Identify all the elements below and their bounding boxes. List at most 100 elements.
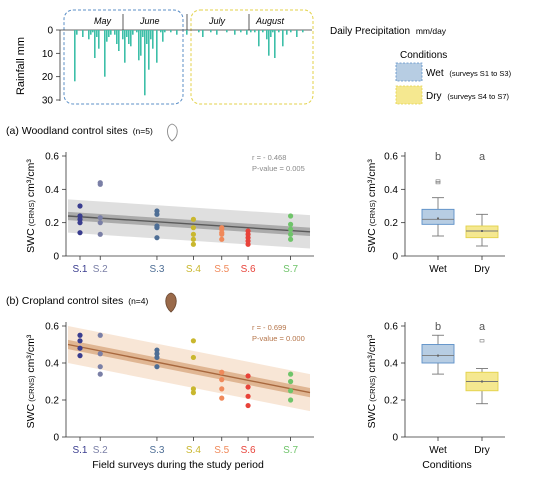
data-point [97, 220, 103, 226]
y-tick-label: 0.4 [384, 185, 398, 196]
precip-bar [104, 30, 106, 77]
data-point [219, 386, 225, 392]
precip-bar [98, 30, 100, 49]
regression-line [67, 343, 311, 394]
y-axis-label: SWC (CRNS) cm³/cm³ [366, 159, 378, 253]
data-point [190, 231, 196, 237]
precip-bar [92, 30, 94, 33]
precip-bar [116, 30, 118, 44]
precip-bar [150, 30, 152, 40]
y-axis-label: SWC (CRNS) cm³/cm³ [25, 159, 37, 253]
data-point [154, 235, 160, 241]
woodland-box-chart: 0 0.2 0.4 0.6 b Wet a Dry SWC (CRNS) cm³/cm³ [366, 151, 505, 275]
p-value-label: P-value = 0.005 [252, 164, 305, 173]
x-tick-label: S.5 [214, 445, 229, 456]
panel-b-title-text: (b) Cropland control sites [6, 295, 123, 307]
y-tick-label: 0.2 [384, 218, 398, 229]
significance-letter: b [435, 151, 441, 163]
precip-bar [258, 30, 260, 47]
precip-bar [142, 30, 144, 37]
precip-bar [274, 30, 276, 58]
data-point [154, 354, 160, 361]
y-axis-label-unit: cm³/cm³ [25, 334, 37, 375]
y-axis-label-sub: (CRNS) [27, 375, 36, 404]
legend-dry-label: Dry [426, 91, 442, 102]
data-point [190, 216, 196, 222]
data-point [154, 208, 160, 214]
precip-tick-label: 0 [47, 26, 53, 37]
data-point [97, 332, 103, 338]
y-tick-label: 0.6 [45, 152, 59, 163]
precip-bar [136, 30, 138, 33]
scatter-x-axis-label: Field surveys during the study period [92, 459, 264, 471]
data-point [245, 402, 251, 409]
x-tick-label: S.2 [93, 264, 108, 275]
month-label-june: June [139, 16, 160, 26]
y-axis-label-unit: cm³/cm³ [25, 159, 37, 200]
outlier-marker [479, 339, 485, 343]
precip-bar [286, 30, 288, 35]
panel-b-title: (b) Cropland control sites (n=4) [6, 295, 148, 307]
data-point [219, 377, 225, 383]
precip-bar [202, 30, 204, 37]
panel-a-header: (a) Woodland control sites (n=5) [6, 123, 178, 142]
data-point [219, 395, 225, 401]
legend-wet-swatch [395, 62, 423, 82]
y-tick-label: 0 [53, 433, 59, 444]
precip-bar [74, 30, 76, 82]
data-point [190, 390, 196, 396]
legend-title: Conditions [400, 50, 447, 61]
month-label-august: August [255, 16, 285, 26]
data-point [97, 180, 103, 186]
precip-y-ticks: 0 10 20 30 [42, 26, 60, 107]
mean-marker [437, 217, 439, 220]
y-axis-label-var: SWC [366, 403, 378, 428]
precip-bar [160, 30, 162, 33]
precip-bar [270, 30, 272, 37]
y-tick-label: 0.2 [384, 396, 398, 407]
woodland-leaf-icon [167, 123, 178, 142]
data-point [77, 213, 83, 219]
y-tick-label: 0.6 [45, 322, 59, 333]
precip-bar [216, 30, 218, 35]
precip-bar [132, 30, 134, 35]
x-tick-label: S.4 [186, 445, 201, 456]
precip-bar [110, 30, 112, 35]
precip-bars [74, 30, 304, 96]
data-point [77, 345, 83, 351]
y-axis-label-var: SWC [25, 228, 37, 253]
y-axis-label-unit: cm³/cm³ [366, 159, 378, 200]
data-point [219, 369, 225, 375]
precip-bar [96, 30, 98, 37]
precip-bar [262, 30, 264, 33]
x-tick-label: S.7 [283, 264, 298, 275]
data-point [154, 223, 160, 229]
x-tick-label: S.1 [72, 264, 87, 275]
precip-bar [176, 30, 178, 35]
precip-bar [114, 30, 116, 35]
data-point [77, 203, 83, 209]
box [421, 344, 455, 364]
data-point [97, 364, 103, 370]
data-point [288, 371, 294, 377]
data-point [190, 241, 196, 247]
y-tick-label: 0 [392, 252, 398, 263]
precip-tick-label: 20 [42, 72, 54, 83]
precip-bar [296, 30, 298, 37]
precip-bar [302, 30, 304, 33]
y-tick-label: 0.6 [384, 152, 398, 163]
y-axis-label: SWC (CRNS) cm³/cm³ [25, 334, 37, 428]
precip-bar [278, 30, 280, 33]
data-point [77, 338, 83, 344]
correlation-label: r = - 0.468 [252, 153, 286, 162]
precip-bar [130, 30, 132, 47]
precip-bar [76, 30, 78, 35]
data-point [288, 236, 294, 242]
data-point [77, 353, 83, 359]
dry-period-frame [190, 9, 314, 105]
panel-a-n: (n=5) [133, 126, 153, 136]
data-point [154, 364, 160, 370]
precip-title: Daily Precipitation mm/day [330, 26, 447, 37]
x-tick-label: S.2 [93, 445, 108, 456]
data-point [77, 332, 83, 338]
